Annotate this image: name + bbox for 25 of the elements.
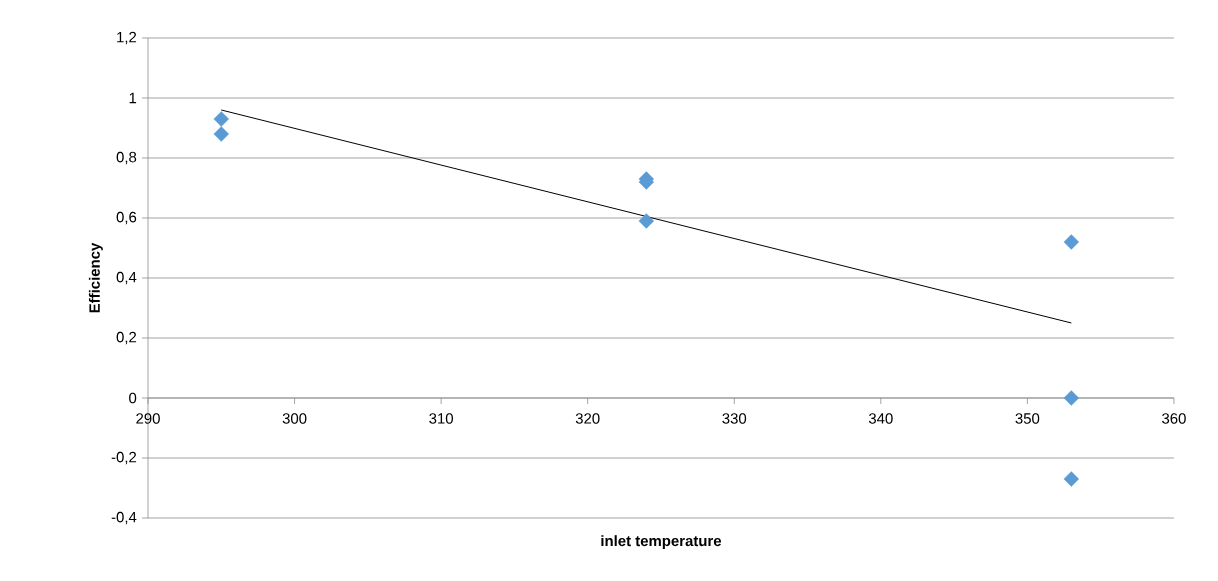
x-tick-label: 320 xyxy=(575,413,600,424)
x-tick-label: 330 xyxy=(722,413,747,424)
point xyxy=(213,126,229,142)
y-tick-label: 1 xyxy=(129,92,137,104)
y-tick-label: 0,4 xyxy=(116,271,137,285)
y-axis-title: Efficiency xyxy=(88,242,103,313)
y-tick-label: 1,2 xyxy=(117,31,137,45)
x-tick-label: 360 xyxy=(1162,413,1186,424)
y-tick-label: 0,8 xyxy=(116,151,137,165)
x-tick-label: 350 xyxy=(1015,413,1040,424)
point xyxy=(1063,471,1080,487)
y-tick-label: 0,6 xyxy=(116,211,137,225)
x-tick-label: 310 xyxy=(429,413,453,424)
x-tick-label: 340 xyxy=(868,413,893,424)
x-tick-label: 290 xyxy=(136,413,160,424)
point xyxy=(638,213,654,229)
point xyxy=(213,111,229,127)
y-tick-label: -0,4 xyxy=(111,511,137,525)
y-tick-label: 0 xyxy=(129,392,137,404)
x-axis-title: inlet temperature xyxy=(601,535,722,550)
x-tick-label: 300 xyxy=(282,413,307,424)
point xyxy=(1063,390,1080,406)
y-tick-label: -0,2 xyxy=(111,451,137,465)
point xyxy=(1063,234,1080,250)
y-tick-label: 0,2 xyxy=(116,331,137,345)
